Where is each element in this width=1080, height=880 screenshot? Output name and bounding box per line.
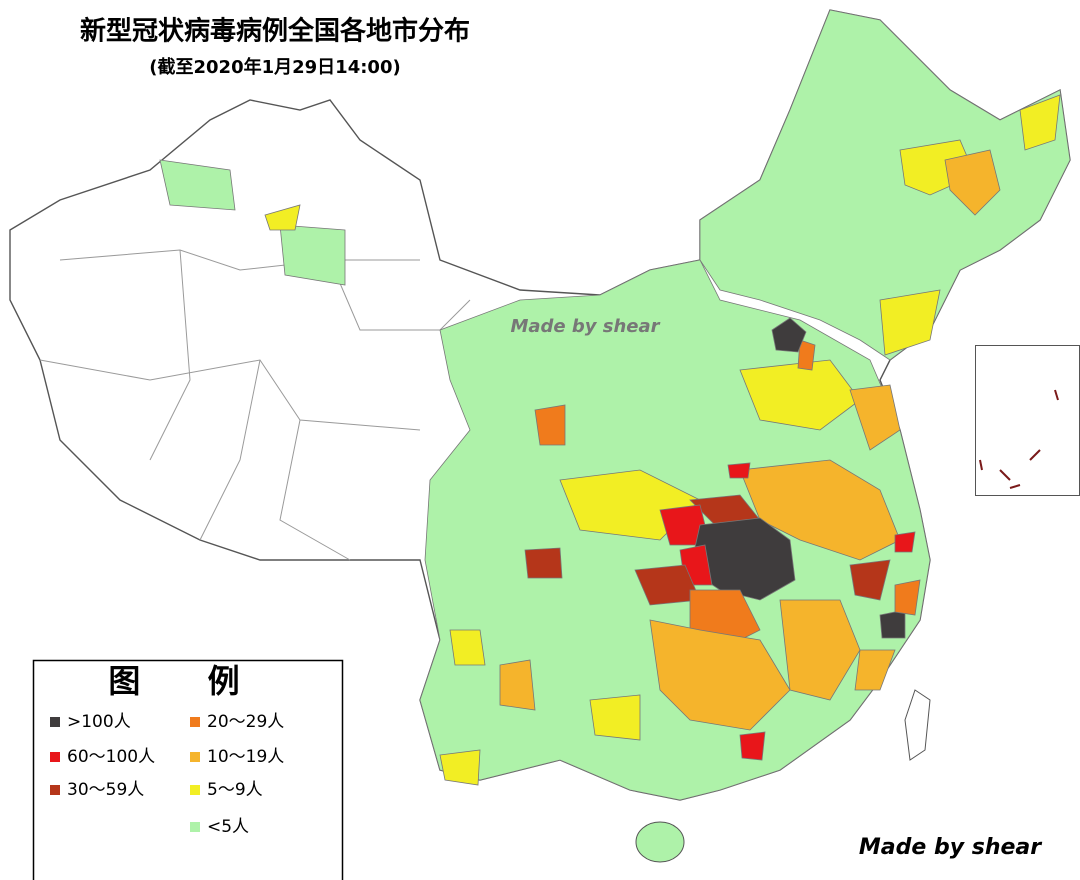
legend-swatch xyxy=(50,785,60,795)
legend-label: 60～100人 xyxy=(67,747,155,767)
region xyxy=(894,579,921,616)
case-regions xyxy=(159,9,1071,801)
region xyxy=(649,619,791,731)
region xyxy=(739,731,766,761)
watermark: Made by shear xyxy=(859,835,1042,860)
region xyxy=(264,204,301,231)
legend-box xyxy=(32,659,344,880)
map-subtitle: (截至2020年1月29日14:00) xyxy=(149,56,400,78)
region xyxy=(797,339,816,371)
region xyxy=(879,609,906,639)
region xyxy=(589,694,641,741)
region xyxy=(279,224,346,286)
legend-swatch xyxy=(190,785,200,795)
legend-label: 30～59人 xyxy=(67,780,144,800)
region xyxy=(1019,94,1061,151)
legend-label: 10～19人 xyxy=(207,747,284,767)
legend-swatch xyxy=(190,717,200,727)
region xyxy=(771,317,807,353)
inset-islands xyxy=(979,389,1059,489)
region xyxy=(894,531,916,553)
region xyxy=(159,159,236,211)
legend-label: >100人 xyxy=(67,712,131,732)
hainan xyxy=(635,821,685,863)
region xyxy=(524,547,563,579)
region xyxy=(849,559,891,601)
region xyxy=(449,629,486,666)
region xyxy=(699,9,1071,361)
legend-title: 图 例 xyxy=(108,662,267,700)
legend-swatch xyxy=(190,752,200,762)
region xyxy=(779,599,861,701)
region xyxy=(499,659,536,711)
region xyxy=(439,749,481,786)
region xyxy=(534,404,566,446)
region xyxy=(739,359,861,431)
legend-swatch xyxy=(50,752,60,762)
region xyxy=(727,462,751,479)
legend-swatch xyxy=(190,822,200,832)
legend-label: 5～9人 xyxy=(207,780,263,800)
legend-swatch xyxy=(50,717,60,727)
watermark: Made by shear xyxy=(510,316,660,337)
region xyxy=(944,149,1001,216)
taiwan xyxy=(904,689,931,761)
province-borders xyxy=(39,249,471,561)
region xyxy=(854,649,896,691)
region xyxy=(849,384,901,451)
legend: 图 例 >100人 60～100人 30～59人 20～29人 10～19人 5～9人 <5… xyxy=(32,659,344,880)
south-sea-inset xyxy=(975,345,1080,496)
region xyxy=(879,289,941,356)
legend-label: <5人 xyxy=(207,817,249,837)
map xyxy=(9,9,1080,863)
legend-label: 20～29人 xyxy=(207,712,284,732)
map-title: 新型冠状病毒病例全国各地市分布 xyxy=(80,16,470,47)
